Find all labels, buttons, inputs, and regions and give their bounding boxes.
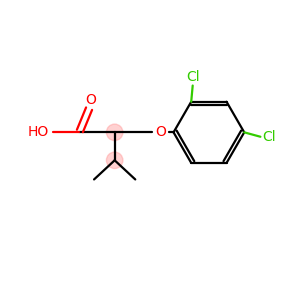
Circle shape [106,152,123,169]
Text: Cl: Cl [186,70,200,84]
Circle shape [106,124,123,141]
Text: O: O [86,93,97,107]
Text: HO: HO [28,125,49,139]
Text: O: O [155,125,166,139]
Text: Cl: Cl [262,130,276,144]
